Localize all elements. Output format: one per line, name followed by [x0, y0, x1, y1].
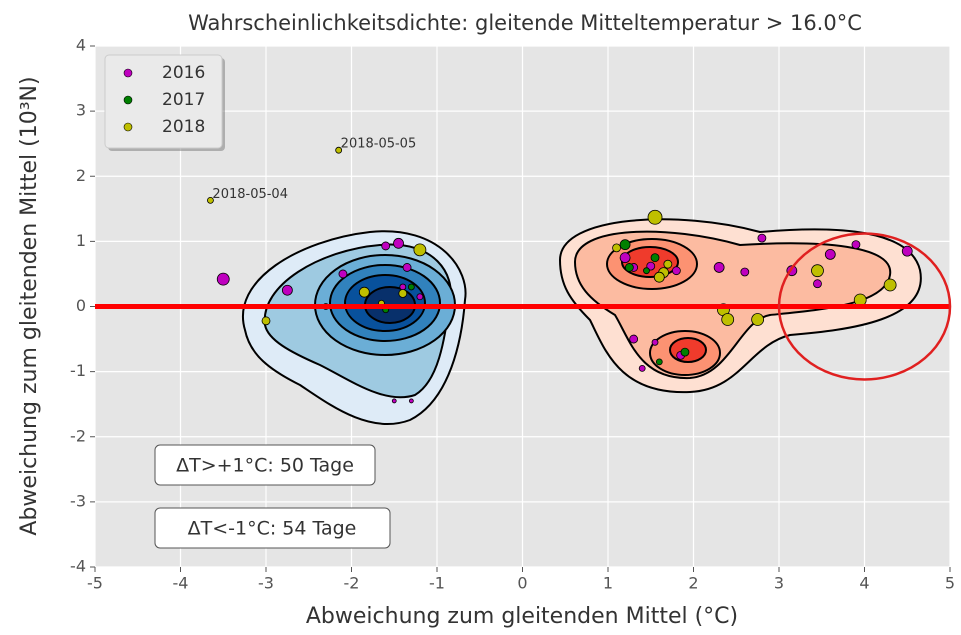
x-tick-label: -5 [87, 574, 103, 593]
point [619, 252, 631, 264]
point [624, 263, 634, 272]
point [619, 239, 631, 251]
point [381, 241, 391, 251]
point [901, 245, 913, 257]
x-tick-label: 1 [603, 574, 613, 593]
point [612, 243, 621, 253]
point [402, 263, 412, 272]
y-tick-label: -4 [70, 557, 86, 576]
text-box-label: ΔT<-1°C: 54 Tage [188, 518, 357, 540]
point [207, 196, 214, 204]
point [663, 259, 673, 269]
point [811, 264, 824, 278]
point [651, 338, 659, 346]
y-tick-label: -1 [70, 361, 86, 380]
legend-label: 2018 [162, 117, 205, 137]
point [655, 358, 663, 366]
point [629, 334, 639, 344]
point [813, 279, 822, 289]
point [408, 398, 414, 404]
point [713, 262, 725, 273]
point [751, 313, 765, 326]
y-tick-label: 2 [76, 166, 86, 185]
legend-marker [123, 95, 133, 105]
y-axis-label: Abweichung zum gleitenden Mittel (10³N) [17, 76, 42, 535]
annotation: 2018-05-04 [212, 187, 288, 202]
y-tick-label: 3 [76, 101, 86, 120]
annotation: 2018-05-05 [341, 137, 417, 152]
y-tick-label: -3 [70, 491, 86, 510]
point [216, 272, 230, 286]
x-tick-label: 4 [859, 574, 869, 593]
point [399, 283, 407, 291]
y-tick-label: -2 [70, 426, 86, 445]
point [680, 347, 690, 357]
point [358, 286, 370, 298]
x-tick-label: -1 [429, 574, 445, 593]
point [338, 269, 348, 279]
x-tick-label: 5 [945, 574, 955, 593]
y-tick-label: 4 [76, 36, 86, 55]
x-tick-label: 3 [774, 574, 784, 593]
text-box [154, 507, 391, 549]
point [413, 243, 427, 257]
point [653, 271, 665, 283]
point [398, 289, 408, 298]
point [883, 278, 897, 292]
x-tick-label: 2 [688, 574, 698, 593]
chart-title: Wahrscheinlichkeitsdichte: gleitende Mit… [188, 11, 862, 35]
point [721, 313, 735, 326]
point [393, 237, 404, 249]
legend [104, 54, 223, 149]
x-axis-label: Abweichung zum gleitenden Mittel (°C) [306, 604, 738, 629]
legend-label: 2016 [162, 63, 205, 83]
point [416, 293, 424, 301]
point [643, 267, 650, 275]
point [638, 364, 646, 372]
point [650, 253, 660, 263]
point [740, 267, 750, 277]
point [672, 266, 681, 276]
point [335, 146, 343, 154]
y-tick-label: 0 [76, 296, 86, 315]
point [281, 284, 293, 296]
legend-label: 2017 [162, 90, 205, 110]
legend-marker [123, 68, 133, 78]
x-tick-label: -4 [173, 574, 189, 593]
text-box-label: ΔT>+1°C: 50 Tage [176, 455, 354, 477]
point [261, 316, 271, 326]
point [824, 248, 836, 260]
x-tick-label: 0 [517, 574, 527, 593]
y-tick-label: 1 [76, 231, 86, 250]
highlight-ellipse [777, 232, 952, 381]
point [646, 261, 656, 271]
point [391, 398, 397, 404]
point [851, 240, 861, 250]
text-box [154, 444, 376, 486]
point [407, 283, 415, 291]
point [757, 233, 767, 243]
legend-marker [123, 122, 133, 132]
x-tick-label: -3 [258, 574, 274, 593]
x-tick-label: -2 [344, 574, 360, 593]
point [647, 209, 663, 225]
